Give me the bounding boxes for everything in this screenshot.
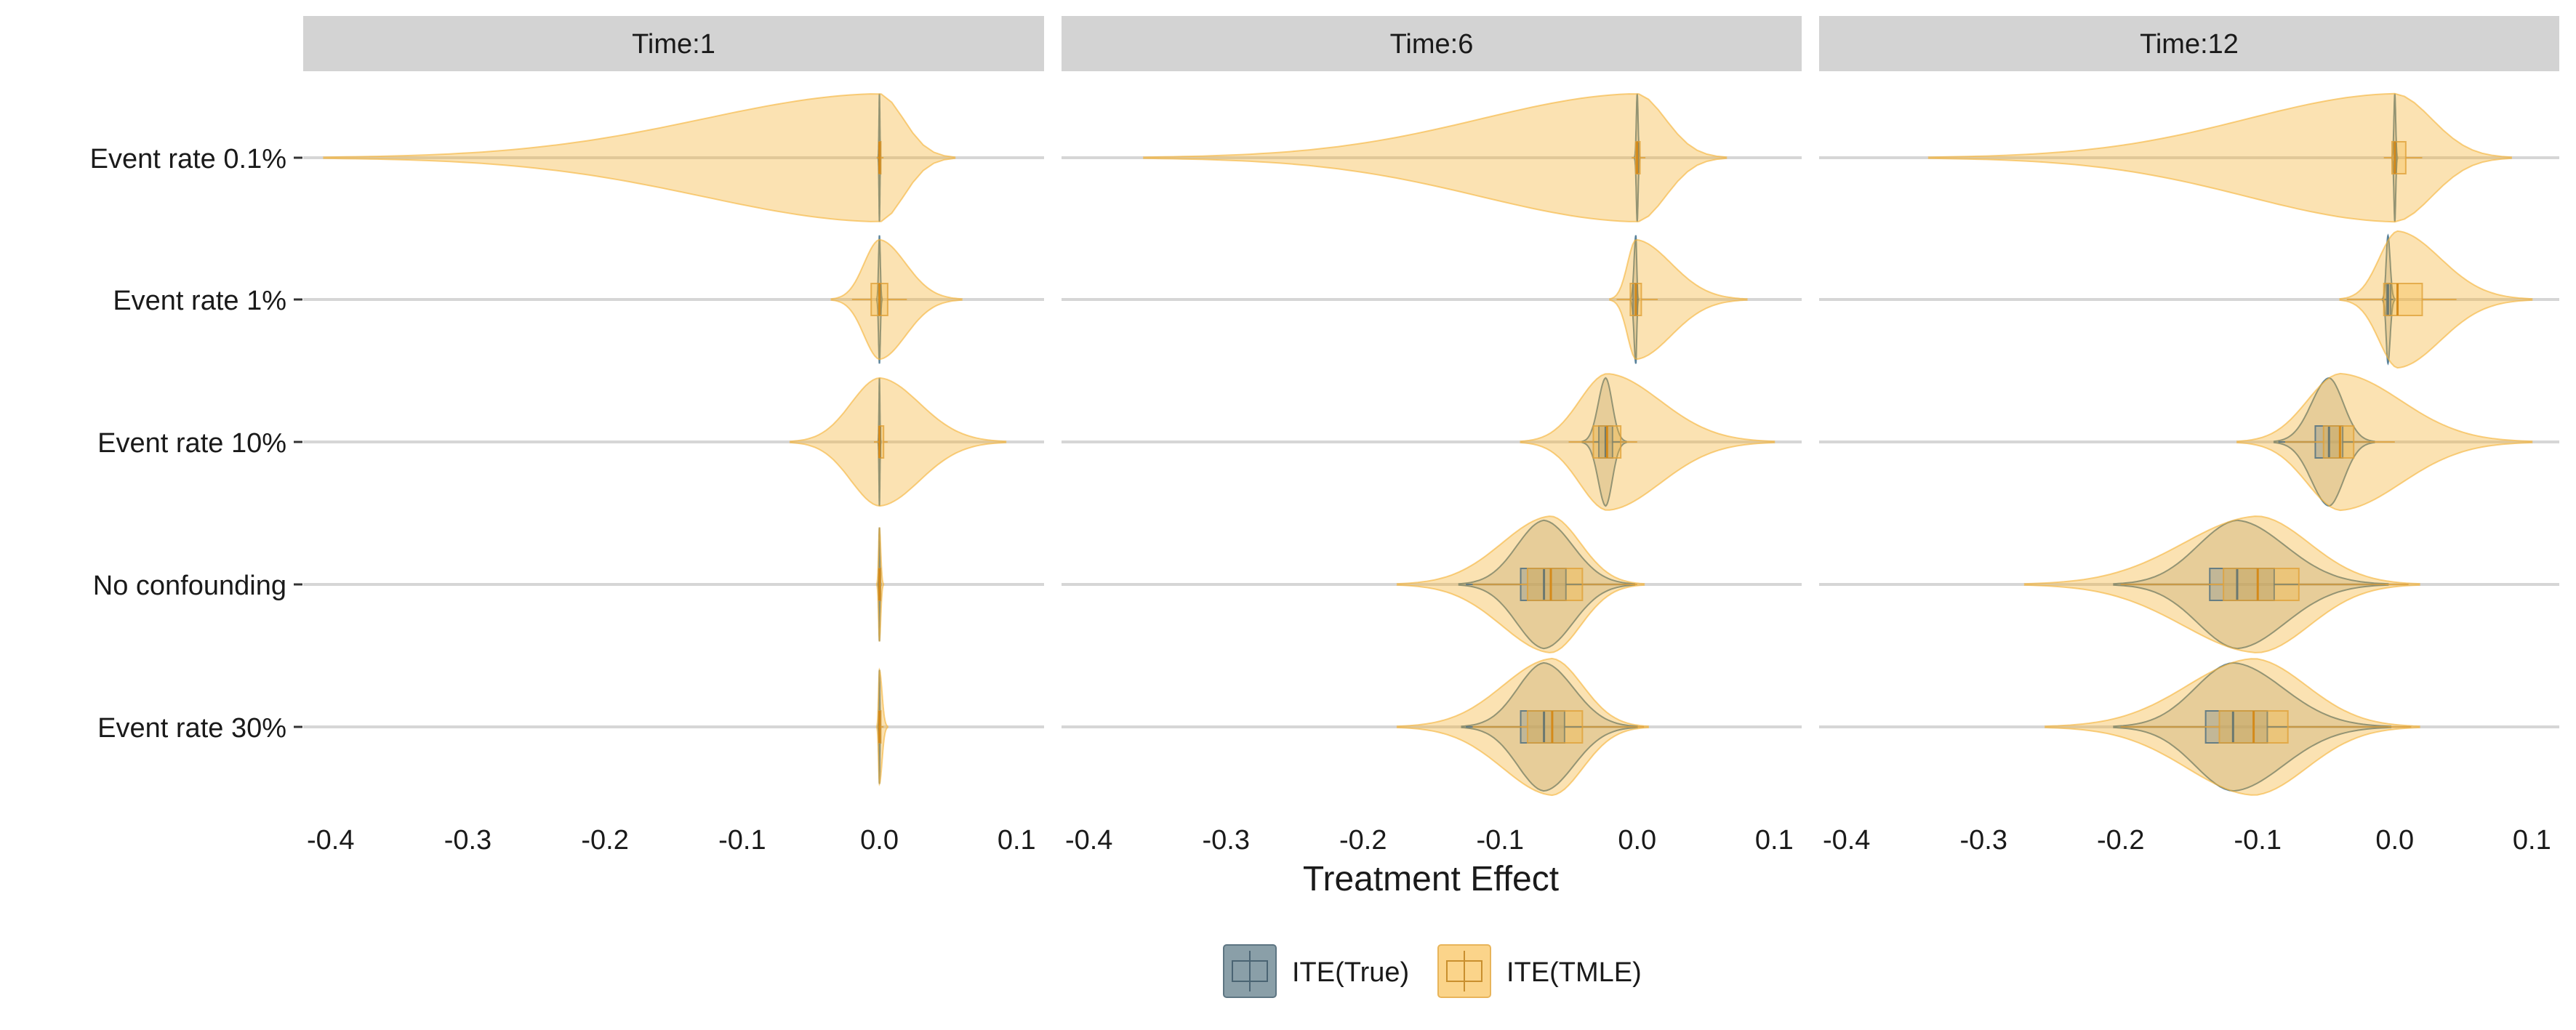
violins bbox=[323, 92, 2533, 797]
box bbox=[2223, 568, 2300, 601]
y-tick-label: No confounding bbox=[93, 571, 286, 601]
box bbox=[1526, 568, 1584, 601]
facet-title: Time:12 bbox=[2140, 29, 2239, 60]
x-tick-label: 0.1 bbox=[998, 825, 1036, 856]
x-tick-label: -0.4 bbox=[1065, 825, 1112, 856]
y-tick-label: Event rate 0.1% bbox=[90, 144, 286, 174]
x-tick-label: 0.1 bbox=[1755, 825, 1794, 856]
facet-title: Time:6 bbox=[1390, 29, 1474, 60]
gridlines bbox=[303, 156, 2559, 728]
x-tick-label: -0.1 bbox=[1477, 825, 1524, 856]
x-tick-label: -0.4 bbox=[307, 825, 354, 856]
x-tick-label: -0.1 bbox=[2234, 825, 2282, 856]
x-tick-label: 0.0 bbox=[1618, 825, 1656, 856]
x-tick-label: -0.2 bbox=[2097, 825, 2144, 856]
boxplots bbox=[851, 141, 2457, 744]
facet-strip bbox=[303, 16, 1044, 71]
violin-true bbox=[1629, 235, 1640, 364]
violin-tmle bbox=[1609, 238, 1748, 361]
legend: ITE(True) ITE(TMLE) bbox=[1223, 944, 1642, 998]
x-tick-label: -0.4 bbox=[1823, 825, 1870, 856]
x-tick-label: 0.0 bbox=[860, 825, 899, 856]
x-tick-label: -0.3 bbox=[1202, 825, 1249, 856]
x-axes: -0.4 -0.3 -0.2 -0.1 0.0 0.1 -0.4 -0.3 -0.2 -0.1 0.… bbox=[307, 825, 2551, 856]
facet-strips: Time:1 Time:6 Time:12 bbox=[303, 16, 2559, 71]
facet-title: Time:1 bbox=[632, 29, 715, 60]
legend-label: ITE(True) bbox=[1292, 957, 1409, 988]
legend-item: ITE(TMLE) bbox=[1437, 944, 1642, 998]
violin-tmle bbox=[1143, 93, 1728, 222]
y-tick-label: Event rate 30% bbox=[97, 713, 286, 744]
violin-tmle bbox=[1520, 373, 1775, 511]
facet-strip bbox=[1819, 16, 2559, 71]
x-tick-label: 0.1 bbox=[2513, 825, 2551, 856]
box bbox=[1526, 710, 1584, 744]
y-axis: Event rate 0.1% Event rate 1% Event rate 1… bbox=[90, 144, 302, 744]
box bbox=[2383, 283, 2423, 316]
x-tick-label: -0.2 bbox=[581, 825, 628, 856]
legend-item: ITE(True) bbox=[1223, 944, 1409, 998]
box bbox=[2322, 425, 2355, 459]
violin-tmle bbox=[1927, 92, 2512, 223]
y-tick-label: Event rate 10% bbox=[97, 428, 286, 459]
violin-tmle bbox=[789, 377, 1007, 507]
x-tick-label: -0.1 bbox=[718, 825, 766, 856]
x-axis-title: Treatment Effect bbox=[1303, 860, 1559, 898]
x-tick-label: -0.3 bbox=[444, 825, 491, 856]
x-tick-label: -0.3 bbox=[1959, 825, 2007, 856]
x-tick-label: -0.2 bbox=[1339, 825, 1387, 856]
legend-label: ITE(TMLE) bbox=[1506, 957, 1642, 988]
facet-strip bbox=[1062, 16, 1802, 71]
violin-tmle bbox=[323, 93, 956, 222]
x-tick-label: 0.0 bbox=[2375, 825, 2414, 856]
y-tick-label: Event rate 1% bbox=[113, 286, 286, 316]
